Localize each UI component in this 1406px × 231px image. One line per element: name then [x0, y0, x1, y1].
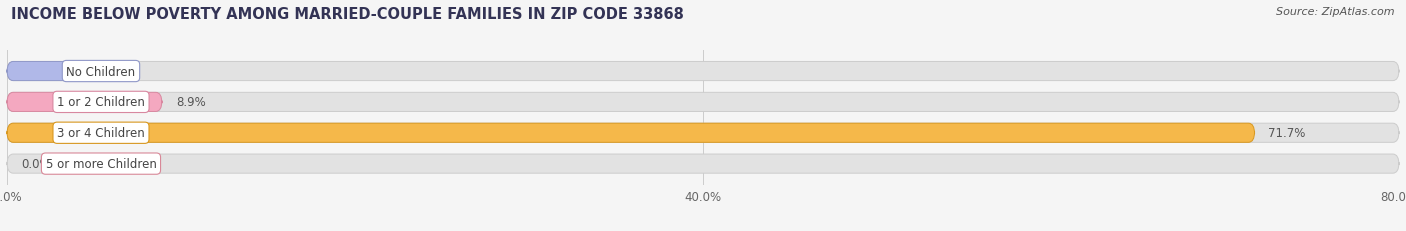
Text: 5 or more Children: 5 or more Children: [45, 158, 156, 170]
FancyBboxPatch shape: [7, 154, 1399, 173]
Text: 3 or 4 Children: 3 or 4 Children: [58, 127, 145, 140]
FancyBboxPatch shape: [7, 124, 1254, 143]
FancyBboxPatch shape: [7, 124, 1399, 143]
Text: Source: ZipAtlas.com: Source: ZipAtlas.com: [1277, 7, 1395, 17]
FancyBboxPatch shape: [7, 93, 162, 112]
Text: 0.0%: 0.0%: [21, 158, 51, 170]
FancyBboxPatch shape: [7, 62, 75, 81]
Text: INCOME BELOW POVERTY AMONG MARRIED-COUPLE FAMILIES IN ZIP CODE 33868: INCOME BELOW POVERTY AMONG MARRIED-COUPL…: [11, 7, 685, 22]
Text: 8.9%: 8.9%: [176, 96, 205, 109]
Text: 1 or 2 Children: 1 or 2 Children: [58, 96, 145, 109]
Text: 71.7%: 71.7%: [1268, 127, 1306, 140]
Text: No Children: No Children: [66, 65, 135, 78]
Text: 3.9%: 3.9%: [89, 65, 118, 78]
FancyBboxPatch shape: [7, 62, 1399, 81]
FancyBboxPatch shape: [7, 93, 1399, 112]
